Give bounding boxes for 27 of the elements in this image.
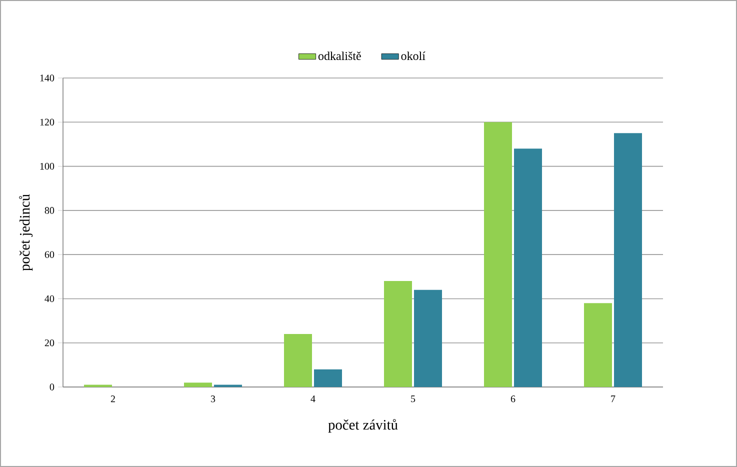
legend-label: odkaliště xyxy=(318,52,361,60)
y-tick-label: 40 xyxy=(44,295,54,302)
y-tick-label: 60 xyxy=(44,251,54,258)
bar xyxy=(514,148,542,387)
legend-label: okolí xyxy=(401,52,426,60)
y-tick-label: 80 xyxy=(44,207,54,214)
x-axis-title: počet závitů xyxy=(328,419,398,433)
y-tick-label: 0 xyxy=(50,384,54,390)
y-tick-label: 140 xyxy=(40,74,54,82)
bar xyxy=(314,369,342,387)
y-tick-label: 100 xyxy=(40,162,54,170)
x-tick-label: 3 xyxy=(210,396,216,402)
bar xyxy=(614,133,642,387)
x-tick-label: 6 xyxy=(510,396,516,402)
x-tick-label: 2 xyxy=(110,396,115,402)
y-tick-label: 20 xyxy=(44,339,54,346)
x-tick-label: 5 xyxy=(411,396,416,402)
bar xyxy=(184,382,212,387)
bar xyxy=(414,290,442,387)
x-tick-label: 7 xyxy=(611,396,616,402)
bar xyxy=(384,281,412,387)
bar xyxy=(484,122,512,387)
y-axis-title: počet jedinců xyxy=(19,194,33,271)
y-tick-label: 120 xyxy=(40,118,54,126)
x-tick-label: 4 xyxy=(310,396,316,402)
bar xyxy=(584,303,612,387)
bar xyxy=(284,334,312,387)
